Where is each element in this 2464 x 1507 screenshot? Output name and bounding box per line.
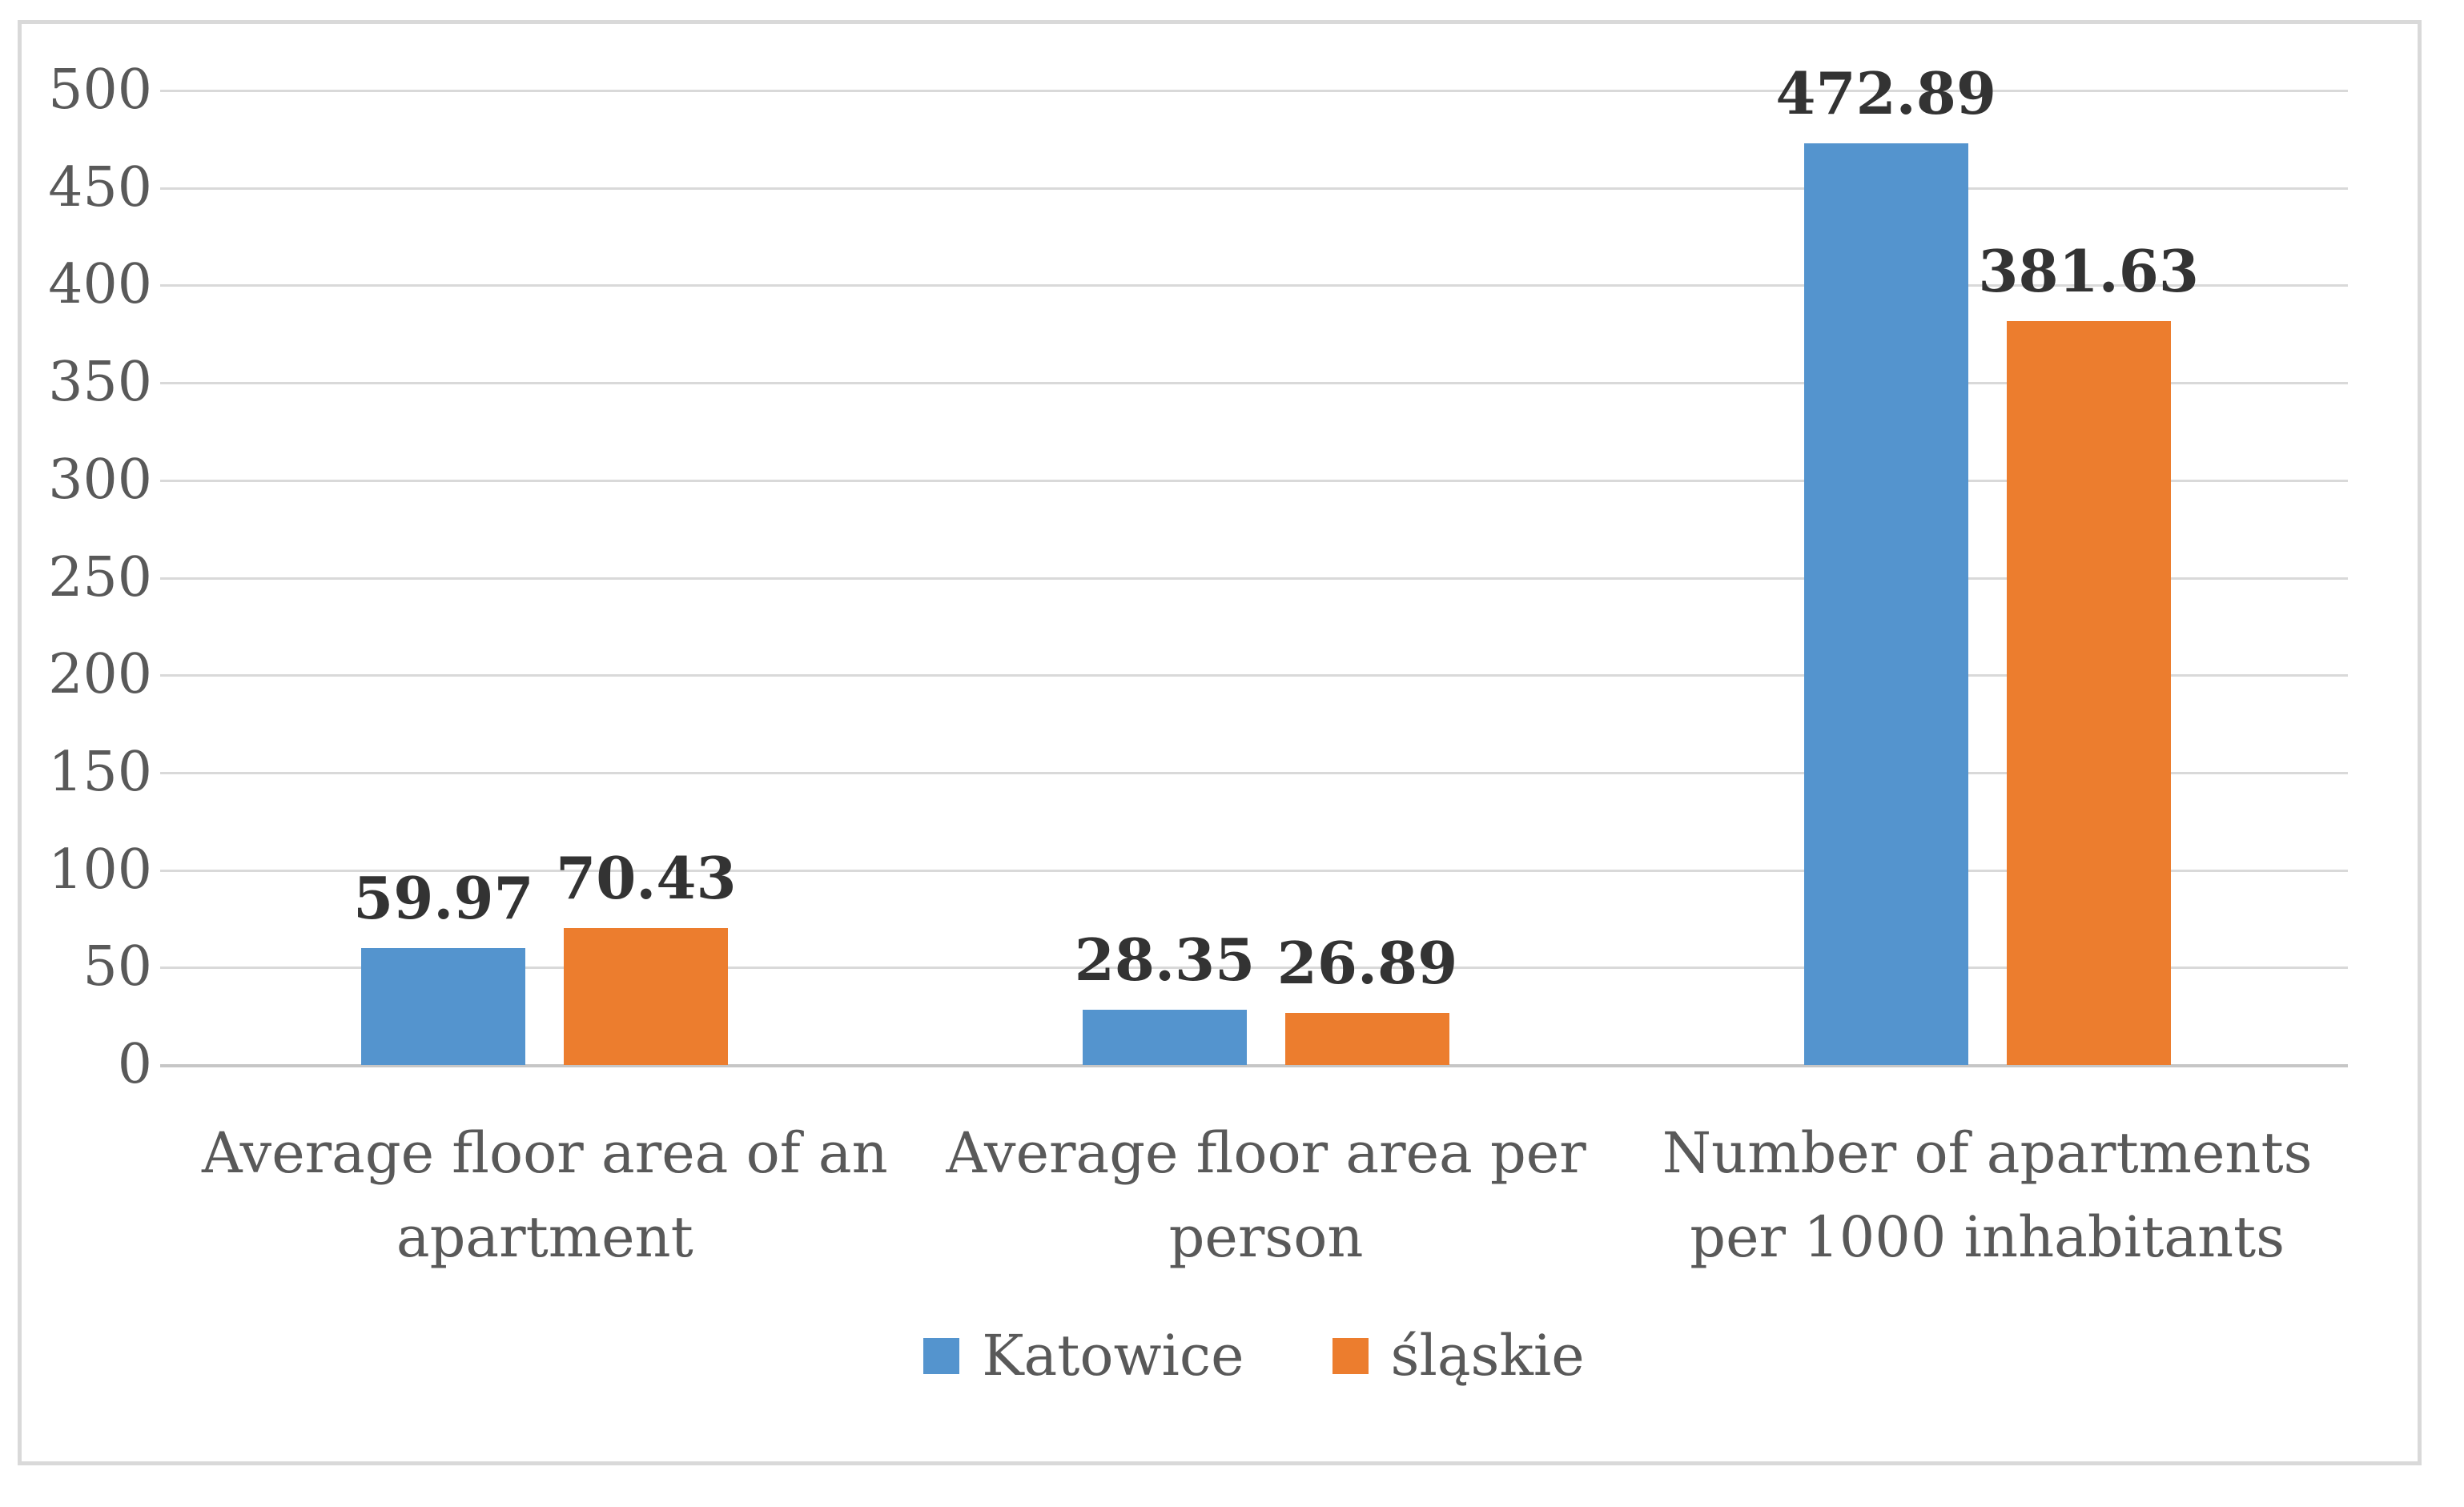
bar-value-label: 70.43 bbox=[556, 843, 737, 912]
legend-marker-icon bbox=[1332, 1337, 1369, 1374]
y-axis-tick-label: 50 bbox=[82, 935, 152, 999]
y-axis-tick-label: 150 bbox=[48, 740, 152, 804]
y-axis-tick-label: 450 bbox=[48, 155, 152, 219]
bar-group: 472.89 381.63 bbox=[1626, 65, 2348, 1065]
y-axis-tick-label: 500 bbox=[48, 58, 152, 122]
gridline bbox=[160, 966, 2348, 970]
y-axis-tick-label: 0 bbox=[117, 1033, 152, 1096]
y-axis-tick-label: 100 bbox=[48, 838, 152, 902]
gridline bbox=[160, 90, 2348, 92]
bar-value-label: 26.89 bbox=[1276, 928, 1458, 997]
y-axis-tick-label: 400 bbox=[48, 253, 152, 317]
y-axis-tick-label: 350 bbox=[48, 351, 152, 415]
bar-katowice: 28.35 bbox=[1075, 931, 1255, 1065]
gridline bbox=[160, 479, 2348, 482]
x-axis-line bbox=[160, 1064, 2348, 1067]
bar-value-label: 28.35 bbox=[1074, 926, 1256, 994]
y-axis: 0 50 100 150 200 250 300 350 400 450 500 bbox=[16, 63, 152, 1092]
legend-label: Katowice bbox=[982, 1323, 1244, 1388]
gridline bbox=[160, 674, 2348, 677]
y-axis-tick-label: 250 bbox=[48, 545, 152, 609]
category-axis: Average floor area of an apartment Averag… bbox=[184, 1111, 2348, 1280]
bar-śląskie: 26.89 bbox=[1277, 934, 1457, 1065]
legend-marker-icon bbox=[923, 1337, 960, 1374]
gridline bbox=[160, 284, 2348, 287]
bar-value-label: 381.63 bbox=[1978, 237, 2199, 306]
bar-katowice: 59.97 bbox=[353, 870, 534, 1065]
bar-śląskie: 381.63 bbox=[1978, 243, 2199, 1065]
gridline bbox=[160, 577, 2348, 580]
category-label: Average floor area of an apartment bbox=[201, 1120, 888, 1270]
y-axis-tick-label: 200 bbox=[48, 643, 152, 707]
bar-śląskie: 70.43 bbox=[556, 849, 737, 1065]
bar-value-label: 472.89 bbox=[1775, 59, 1996, 127]
legend-label: śląskie bbox=[1390, 1323, 1585, 1388]
gridline bbox=[160, 187, 2348, 190]
category-label: Number of apartments per 1000 inhabitant… bbox=[1662, 1120, 2313, 1270]
legend-entry-katowice: Katowice bbox=[923, 1328, 1244, 1384]
plot-area bbox=[160, 90, 2348, 1067]
bar-groups: 59.97 70.43 28.35 26.89 472.89 381.63 bbox=[184, 65, 2348, 1065]
bar-katowice: 472.89 bbox=[1775, 65, 1996, 1065]
gridline bbox=[160, 382, 2348, 385]
y-axis-tick-label: 300 bbox=[48, 448, 152, 512]
legend-entry-śląskie: śląskie bbox=[1332, 1328, 1585, 1384]
bar-value-label: 59.97 bbox=[353, 864, 534, 933]
legend: Katowice śląskie bbox=[160, 1328, 2348, 1384]
gridline bbox=[160, 869, 2348, 872]
category-label: Average floor area per person bbox=[946, 1120, 1586, 1270]
gridline bbox=[160, 771, 2348, 774]
bar-group: 59.97 70.43 bbox=[184, 90, 906, 1065]
bar-group: 28.35 26.89 bbox=[906, 90, 1627, 1065]
